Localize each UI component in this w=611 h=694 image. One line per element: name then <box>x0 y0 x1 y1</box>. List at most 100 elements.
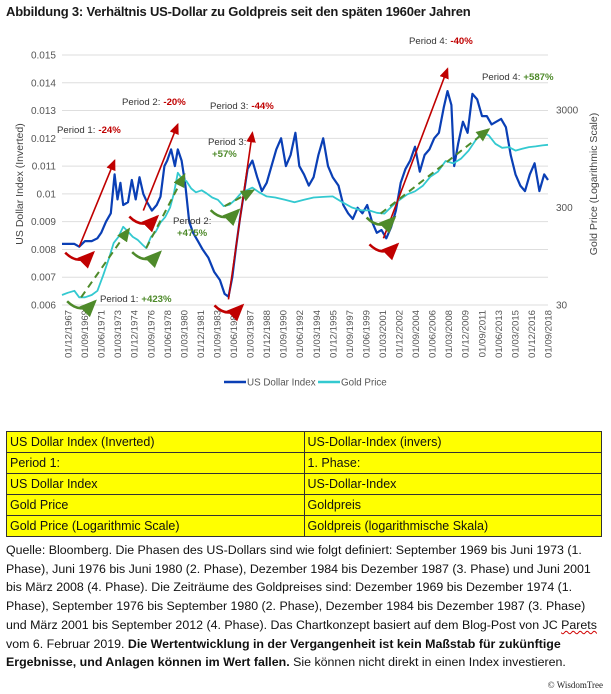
x-tick-label: 01/03/2001 <box>378 310 389 358</box>
footnote-disclaimer: Die Wertentwicklung in der Vergangenheit… <box>6 636 561 670</box>
y-tick-label: 0.009 <box>31 217 56 228</box>
y-tick-label: 0.006 <box>31 301 56 312</box>
legend-label: Gold Price <box>341 378 387 389</box>
y2-tick-label: 30 <box>556 301 568 312</box>
english-term: US Dollar Index (Inverted) <box>6 431 305 453</box>
x-tick-label: 01/12/1988 <box>262 310 273 358</box>
y2-tick-label: 3000 <box>556 106 579 117</box>
y-tick-label: 0.013 <box>31 106 56 117</box>
footnote-text-2: vom 6. Februar 2019. <box>6 636 128 651</box>
gold-phase-arrow <box>145 172 186 249</box>
chart: 0.015 0.014 0.013 0.012 0.011 0.01 0.009 0.008 0… <box>14 36 600 389</box>
y-tick-label: 0.012 <box>31 134 56 145</box>
annotation-value: -40% <box>450 36 473 47</box>
gold-trough-arc <box>66 299 97 318</box>
y-tick-label: 0.01 <box>37 189 57 200</box>
y-tick-label: 0.011 <box>32 162 57 173</box>
x-tick-label: 01/03/1994 <box>312 309 323 358</box>
x-tick-label: 01/06/1978 <box>163 310 174 358</box>
x-tick-label: 01/06/1992 <box>295 310 306 358</box>
usd-phase-arrow <box>78 158 116 247</box>
x-tick-label: 01/12/1974 <box>130 309 141 358</box>
x-tick-label: 01/09/2018 <box>544 310 555 358</box>
annotation-value: -20% <box>163 97 186 108</box>
y-tick-label: 0.008 <box>31 245 56 256</box>
x-tick-label: 01/12/2009 <box>461 310 472 358</box>
x-tick-label: 01/06/1971 <box>97 310 108 358</box>
phase-arrows <box>64 67 491 322</box>
x-tick-label: 01/06/1999 <box>361 310 372 358</box>
annotation: Period 4: -40% <box>409 36 473 47</box>
english-term: US Dollar Index <box>6 473 305 495</box>
x-tick-label: 01/12/2016 <box>527 310 538 358</box>
gold-phase-arrow <box>80 227 131 298</box>
gridlines <box>62 54 548 306</box>
x-tick-label: 01/03/2015 <box>510 310 521 358</box>
x-tick-label: 01/12/1981 <box>196 310 207 358</box>
table-row: US Dollar Index (Inverted) US-Dollar-Inde… <box>6 431 602 453</box>
annotation: Period 2: +475% <box>173 216 211 239</box>
x-tick-label: 01/03/1973 <box>113 310 124 358</box>
legend-label: US Dollar Index <box>247 378 316 389</box>
x-tick-label: 01/09/1969 <box>80 310 91 358</box>
annotation: Period 2: -20% <box>122 97 186 108</box>
german-term: Goldpreis (logarithmische Skala) <box>303 515 602 537</box>
y-axis-label: US Dollar Index (Inverted) <box>14 123 26 244</box>
us-dollar-index-line <box>62 89 549 298</box>
y2-tick-label: 300 <box>556 203 573 214</box>
annotation-value: +475% <box>177 228 208 239</box>
figure-title: Abbildung 3: Verhältnis US-Dollar zu Gol… <box>6 4 471 19</box>
gold-trough-arc <box>131 250 162 269</box>
x-tick-label: 01/03/1987 <box>246 310 257 358</box>
annotation-label: Period 1: <box>57 125 95 136</box>
annotation-label: Period 1: <box>100 294 138 305</box>
german-term: 1. Phase: <box>303 452 602 474</box>
y2-axis-label: Gold Price (Logarithmic Scale) <box>588 113 600 255</box>
annotation: Period 1: +423% <box>100 294 172 305</box>
gold-price-line <box>61 131 549 299</box>
y-tick-label: 0.014 <box>31 78 56 89</box>
annotation-label: Period 2: <box>173 216 211 227</box>
x-tick-label: 01/03/1980 <box>179 310 190 358</box>
annotation-value: +423% <box>141 294 172 305</box>
annotation-label: Period 4: <box>482 72 520 83</box>
footnote: Quelle: Bloomberg. Die Phasen des US-Dol… <box>6 541 604 672</box>
gold-phase-arrow <box>224 189 256 207</box>
x-tick-label: 01/09/1976 <box>146 310 157 358</box>
y-axis-ticks: 0.015 0.014 0.013 0.012 0.011 0.01 0.009 0.008 0… <box>31 51 56 312</box>
x-tick-label: 01/09/1983 <box>212 310 223 358</box>
annotation: Period 1: -24% <box>57 125 121 136</box>
english-term: Period 1: <box>6 452 305 474</box>
legend: US Dollar Index Gold Price <box>224 378 387 389</box>
x-tick-label: 01/06/1985 <box>229 310 240 358</box>
x-tick-label: 01/09/1990 <box>279 310 290 358</box>
annotation-value: +57% <box>212 149 237 160</box>
footnote-name: Parets <box>561 617 597 632</box>
usd-phase-arrow <box>382 67 449 239</box>
usd-trough-arc <box>128 214 160 233</box>
gold-trough-arc <box>365 215 397 234</box>
x-tick-label: 01/09/2004 <box>411 309 422 358</box>
translation-table: US Dollar Index (Inverted) US-Dollar-Inde… <box>6 431 602 537</box>
x-tick-label: 01/09/2011 <box>477 310 488 357</box>
x-tick-label: 01/09/1997 <box>345 310 356 358</box>
table-row: Gold Price (Logarithmic Scale) Goldpreis … <box>6 515 602 537</box>
table-row: Gold Price Goldpreis <box>6 494 602 516</box>
x-tick-label: 01/12/1967 <box>64 310 75 358</box>
y2-axis-ticks: 3000 300 30 <box>556 106 579 312</box>
footnote-text-1: Quelle: Bloomberg. Die Phasen des US-Dol… <box>6 543 591 632</box>
footnote-text-3: Sie können nicht direkt in einen Index i… <box>289 655 566 670</box>
german-term: US-Dollar-Index (invers) <box>303 431 602 453</box>
usd-trough-arc <box>213 303 245 322</box>
annotation-label: Period 2: <box>122 97 160 108</box>
series-lines <box>61 89 549 299</box>
annotation: Period 3: -44% <box>210 101 274 112</box>
x-axis-ticks: 01/12/1967 01/09/1969 01/06/1971 01/03/1973… <box>64 309 555 358</box>
copyright: © WisdomTree <box>547 680 603 690</box>
y-tick-label: 0.007 <box>31 273 56 284</box>
x-tick-label: 01/06/2006 <box>428 310 439 358</box>
usd-trough-arc <box>64 250 95 269</box>
annotation-value: -44% <box>251 101 274 112</box>
english-term: Gold Price (Logarithmic Scale) <box>6 515 305 537</box>
annotation-label: Period 3: <box>210 101 248 112</box>
